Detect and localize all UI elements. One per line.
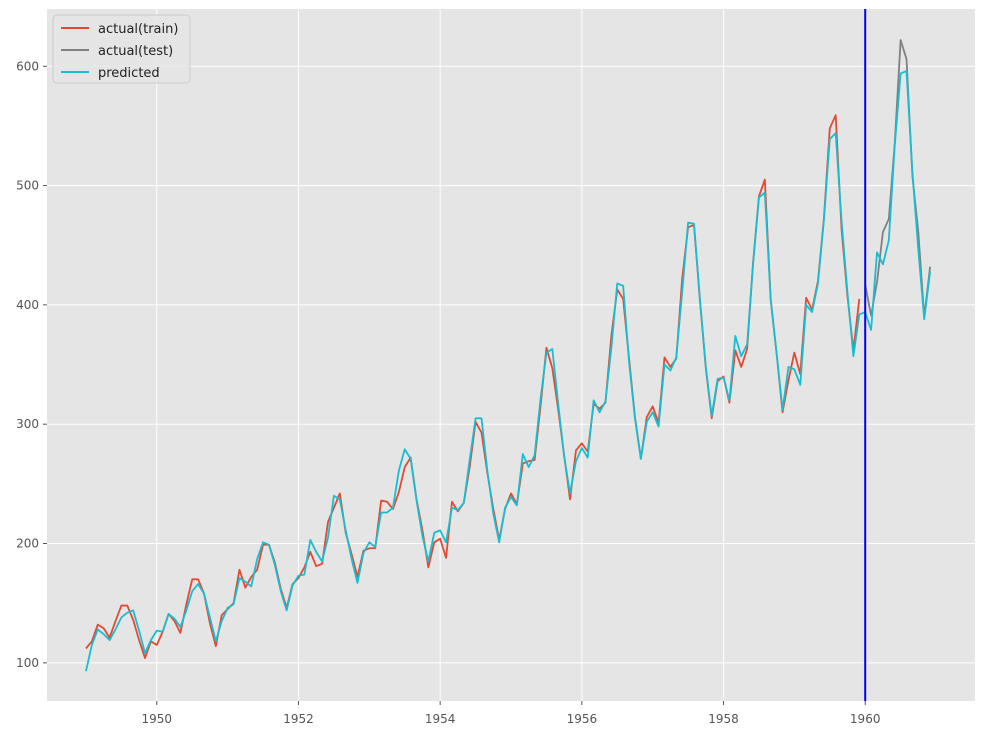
legend-label-actual-train: actual(train) — [98, 22, 178, 37]
y-tick-label: 400 — [16, 298, 39, 312]
x-tick-label: 1952 — [283, 712, 314, 726]
legend-label-actual-test: actual(test) — [98, 44, 173, 59]
x-tick-label: 1954 — [425, 712, 456, 726]
y-tick-label: 500 — [16, 179, 39, 193]
y-tick-label: 100 — [16, 656, 39, 670]
x-tick-label: 1950 — [142, 712, 173, 726]
series-line-predicted — [85, 70, 932, 672]
legend-box — [52, 14, 191, 84]
x-tick-label: 1960 — [850, 712, 881, 726]
y-tick-label: 600 — [16, 59, 39, 73]
legend: actual(train) actual(test) predicted — [52, 14, 191, 84]
series-line-actual-test — [864, 39, 932, 318]
legend-label-predicted: predicted — [98, 66, 160, 81]
x-tick-label: 1956 — [567, 712, 598, 726]
x-tick-label: 1958 — [708, 712, 739, 726]
y-tick-label: 300 — [16, 417, 39, 431]
plot-area — [47, 9, 975, 701]
y-tick-label: 200 — [16, 537, 39, 551]
